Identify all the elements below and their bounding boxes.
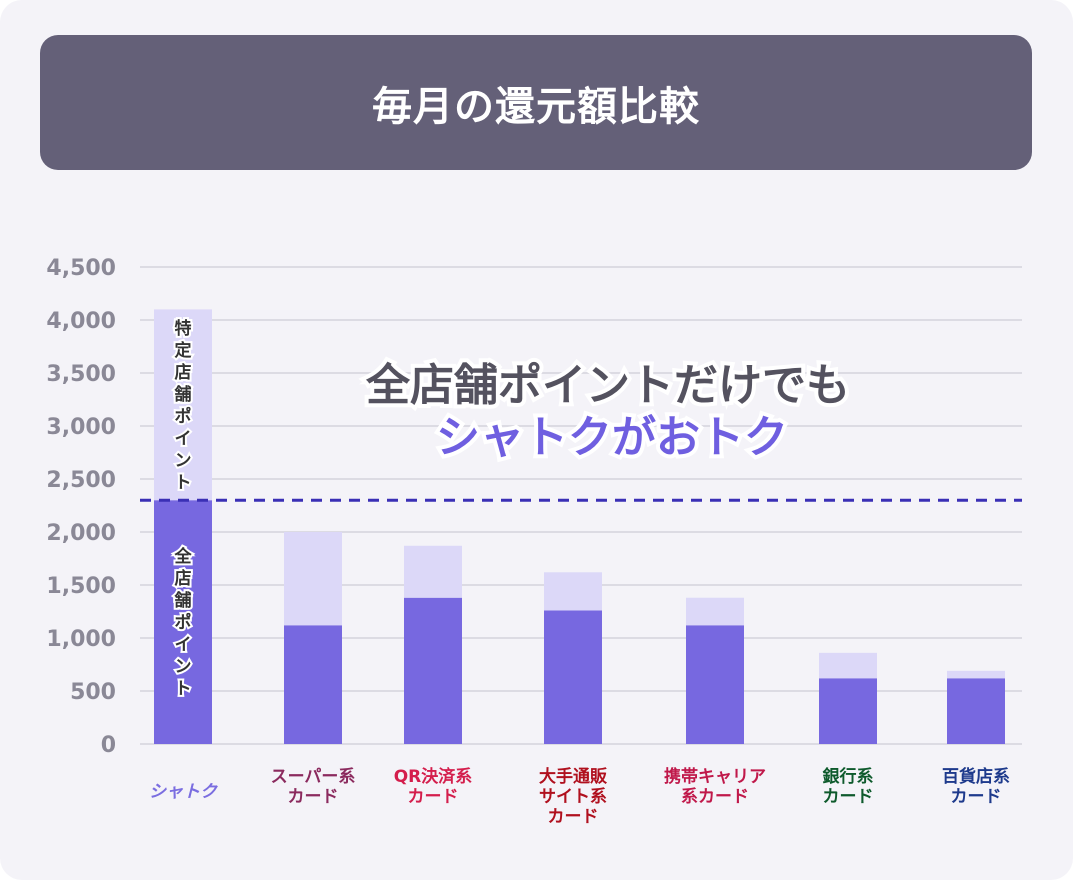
series-label-specific: 特: [175, 318, 192, 339]
category-label: 銀行系: [823, 766, 874, 787]
series-label-specific: ト: [175, 473, 192, 493]
brand-logo: シャトク: [149, 782, 218, 802]
bar-base: [544, 610, 602, 744]
y-tick-label: 4,500: [46, 256, 116, 281]
series-label-all: ト: [175, 679, 192, 699]
bar-base: [284, 625, 342, 744]
bar-top: [686, 597, 744, 626]
category-label: カード: [823, 787, 874, 807]
annotation-line1: 全店舗ポイントだけでも: [365, 360, 850, 411]
category-label: 系カード: [681, 787, 749, 807]
y-tick-label: 2,000: [46, 521, 116, 546]
series-label-all: ン: [175, 657, 192, 677]
series-label-all: 店: [175, 568, 192, 589]
y-tick-label: 500: [70, 680, 116, 705]
annotation-line2: シャトクがおトク: [436, 412, 788, 463]
category-label: QR決済系: [394, 766, 473, 787]
series-label-specific: ン: [175, 451, 192, 471]
bar-top: [154, 309, 212, 501]
bar-base: [947, 678, 1005, 744]
bar-top: [404, 545, 462, 598]
category-label: カード: [548, 807, 599, 827]
category-label: カード: [288, 787, 339, 807]
bar-base: [404, 597, 462, 744]
y-tick-label: 4,000: [46, 309, 116, 334]
category-label: 百貨店系: [942, 766, 1010, 787]
y-tick-label: 3,000: [46, 415, 116, 440]
series-label-specific: 定: [175, 340, 192, 361]
series-label-specific: ポ: [175, 406, 192, 427]
title-bar: 毎月の還元額比較: [40, 35, 1032, 170]
series-label-specific: 舗: [174, 384, 192, 405]
category-label: 携帯キャリア: [664, 766, 766, 787]
series-label-all: ポ: [175, 612, 192, 633]
y-tick-label: 1,500: [46, 574, 116, 599]
category-label: スーパー系: [271, 767, 356, 787]
bar-top: [544, 572, 602, 611]
series-label-specific: イ: [175, 429, 192, 449]
category-label: 大手通販: [539, 766, 608, 787]
y-tick-label: 2,500: [46, 468, 116, 493]
series-label-all: 舗: [174, 590, 192, 611]
chart-title: 毎月の還元額比較: [372, 83, 700, 130]
series-label-all: イ: [175, 635, 192, 655]
y-tick-label: 3,500: [46, 362, 116, 387]
bar-top: [819, 652, 877, 679]
category-label: サイト系: [539, 787, 607, 807]
series-label-all: 全: [174, 546, 193, 567]
category-label: カード: [408, 787, 459, 807]
series-label-specific: 店: [175, 362, 192, 383]
bar-base: [686, 625, 744, 744]
bar-base: [819, 678, 877, 744]
bar-base: [154, 500, 212, 744]
category-label: カード: [951, 787, 1002, 807]
bar-top: [284, 532, 342, 626]
y-tick-label: 1,000: [46, 627, 116, 652]
y-tick-label: 0: [101, 733, 116, 758]
bar-top: [947, 670, 1005, 679]
